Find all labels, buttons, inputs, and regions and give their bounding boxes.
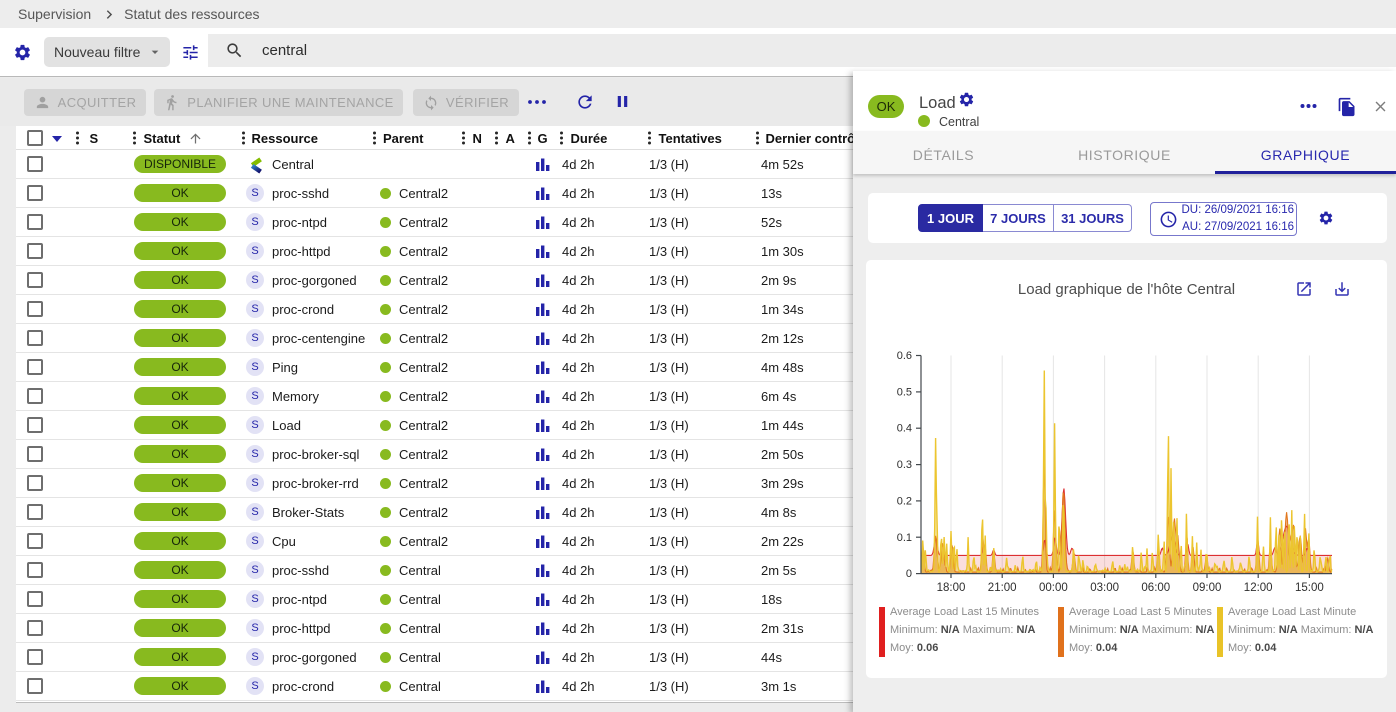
svg-text:15:00: 15:00 [1295, 582, 1324, 594]
svg-text:Average Load Last 5 Minutes: Average Load Last 5 Minutes [1069, 606, 1212, 618]
svg-text:06:00: 06:00 [1141, 582, 1170, 594]
svg-text:Average Load Last Minute: Average Load Last Minute [1228, 606, 1356, 618]
svg-text:0.1: 0.1 [897, 532, 912, 544]
svg-text:0.2: 0.2 [897, 495, 912, 507]
svg-text:18:00: 18:00 [937, 582, 966, 594]
svg-text:00:00: 00:00 [1039, 582, 1068, 594]
svg-text:0.3: 0.3 [897, 459, 912, 471]
svg-text:0.4: 0.4 [897, 423, 912, 435]
svg-text:Moy: 0.06: Moy: 0.06 [890, 642, 938, 654]
svg-text:Moy: 0.04: Moy: 0.04 [1228, 642, 1277, 654]
svg-text:Minimum: N/A Maximum: N/A: Minimum: N/A Maximum: N/A [890, 624, 1036, 636]
svg-text:Minimum: N/A Maximum: N/A: Minimum: N/A Maximum: N/A [1069, 624, 1215, 636]
svg-text:0.6: 0.6 [897, 350, 912, 362]
svg-text:Moy: 0.04: Moy: 0.04 [1069, 642, 1118, 654]
svg-text:12:00: 12:00 [1244, 582, 1273, 594]
svg-text:Average Load Last 15 Minutes: Average Load Last 15 Minutes [890, 606, 1040, 618]
svg-text:03:00: 03:00 [1090, 582, 1119, 594]
svg-text:21:00: 21:00 [988, 582, 1017, 594]
svg-text:0: 0 [906, 568, 912, 580]
svg-text:0.5: 0.5 [897, 386, 912, 398]
svg-text:Minimum: N/A Maximum: N/A: Minimum: N/A Maximum: N/A [1228, 624, 1374, 636]
svg-text:09:00: 09:00 [1193, 582, 1222, 594]
